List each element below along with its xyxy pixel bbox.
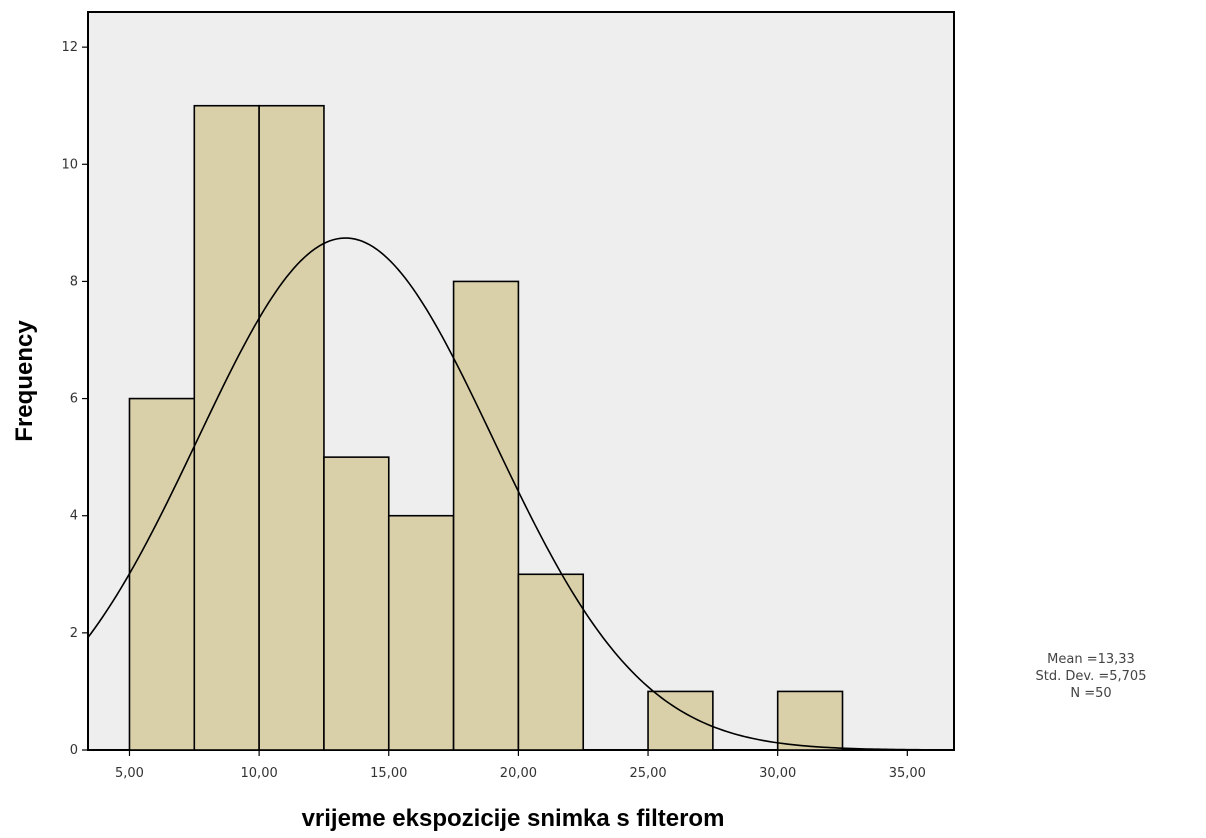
x-tick-label-4: 25,00 xyxy=(629,766,666,781)
x-tick-label-2: 15,00 xyxy=(370,766,407,781)
y-tick-label-3: 6 xyxy=(70,392,78,407)
y-tick-label-6: 12 xyxy=(61,40,78,55)
histogram-bar-5 xyxy=(452,280,520,751)
y-tick-label-2: 4 xyxy=(70,509,78,524)
histogram-bar-1 xyxy=(193,104,260,751)
stat-std-dev: Std. Dev. =5,705 xyxy=(1036,669,1147,684)
histogram-bar-10 xyxy=(776,690,844,751)
x-tick-label-0: 5,00 xyxy=(115,766,144,781)
stat-mean: Mean =13,33 xyxy=(1047,652,1135,667)
y-tick-label-0: 0 xyxy=(70,743,78,758)
y-axis-title: Frequency xyxy=(11,320,38,442)
y-axis-ticks: 0 2 4 6 8 10 12 xyxy=(61,40,88,758)
histogram-bar-3 xyxy=(323,456,390,751)
y-tick-label-1: 2 xyxy=(70,626,78,641)
histogram-bar-8 xyxy=(647,690,714,751)
x-axis-ticks: 5,00 10,00 15,00 20,00 25,00 30,00 35,00 xyxy=(115,750,926,781)
x-tick-label-1: 10,00 xyxy=(241,766,278,781)
normal-curve xyxy=(87,237,955,751)
x-tick-label-6: 35,00 xyxy=(889,766,926,781)
histogram-bars xyxy=(128,104,844,751)
histogram-bar-4 xyxy=(387,514,455,751)
histogram-bar-2 xyxy=(258,104,325,751)
x-tick-label-3: 20,00 xyxy=(500,766,537,781)
x-tick-label-5: 30,00 xyxy=(759,766,796,781)
y-tick-label-4: 8 xyxy=(70,274,78,289)
histogram-bar-0 xyxy=(128,397,196,751)
x-axis-title: vrijeme ekspozicije snimka s filterom xyxy=(302,805,725,832)
stat-n: N =50 xyxy=(1070,686,1111,701)
y-tick-label-5: 10 xyxy=(61,157,78,172)
histogram-bar-6 xyxy=(517,573,585,751)
